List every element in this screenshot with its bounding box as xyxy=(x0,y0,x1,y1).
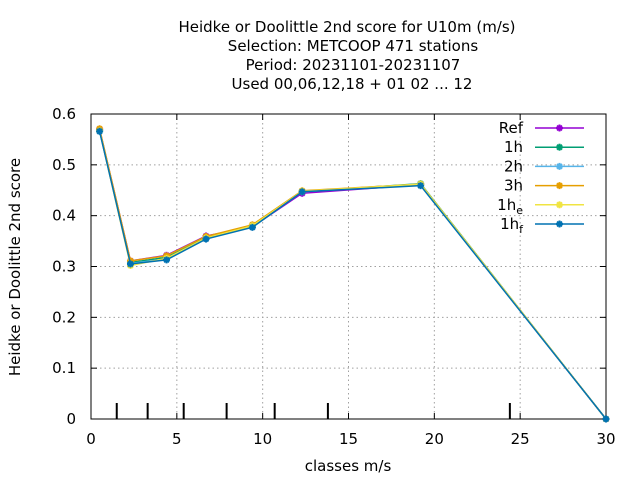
legend-item-3: 2h xyxy=(504,157,584,175)
series-6-line xyxy=(98,131,607,420)
series-6-point xyxy=(298,188,306,196)
legend-label: 2h xyxy=(504,157,523,175)
legend-marker xyxy=(556,124,563,132)
series-6-point xyxy=(126,260,134,268)
x-tick-label: 20 xyxy=(425,430,444,448)
legend-label: 1hf xyxy=(500,215,524,236)
series-6 xyxy=(96,127,610,423)
series-3-line xyxy=(98,131,607,420)
legend-label: 3h xyxy=(504,177,523,195)
legend-marker xyxy=(556,143,563,151)
series-6-point xyxy=(202,235,210,243)
x-tick-label: 0 xyxy=(86,430,96,448)
series-6-point xyxy=(248,223,256,231)
series-6-point xyxy=(96,127,104,135)
legend-marker xyxy=(556,220,563,228)
legend-item-4: 3h xyxy=(504,177,584,195)
legend-marker xyxy=(556,182,563,190)
y-tick-label: 0.1 xyxy=(52,359,76,377)
x-tick-label: 30 xyxy=(596,430,615,448)
series-6-point xyxy=(163,256,171,264)
x-axis-label: classes m/s xyxy=(305,457,392,475)
legend-label: Ref xyxy=(499,119,524,137)
legend-item-6: 1hf xyxy=(500,215,584,236)
x-tick-label: 25 xyxy=(511,430,530,448)
series-lines xyxy=(96,125,610,423)
chart-title-line-1: Heidke or Doolittle 2nd score for U10m (… xyxy=(178,18,515,36)
series-1 xyxy=(96,125,610,423)
y-tick-label: 0.6 xyxy=(52,105,76,123)
series-2 xyxy=(96,126,610,423)
x-tick-label: 5 xyxy=(172,430,182,448)
legend-item-5: 1he xyxy=(497,196,584,217)
legend-label: 1he xyxy=(497,196,523,217)
chart-title-line-2: Selection: METCOOP 471 stations xyxy=(228,37,479,55)
y-tick-label: 0 xyxy=(66,410,76,428)
legend-label: 1h xyxy=(504,138,523,156)
x-axis: 0 5 10 15 20 25 30 xyxy=(86,114,616,448)
series-5 xyxy=(96,127,610,423)
legend-marker xyxy=(556,162,563,170)
series-3 xyxy=(96,127,610,423)
y-axis: 0 0.1 0.2 0.3 0.4 0.5 0.6 xyxy=(52,105,606,428)
y-axis-label: Heidke or Doolittle 2nd score xyxy=(6,158,24,376)
y-tick-label: 0.3 xyxy=(52,258,76,276)
legend-item-2: 1h xyxy=(504,138,584,156)
chart-title-line-3: Period: 20231101-20231107 xyxy=(246,56,461,74)
series-1-line xyxy=(98,129,607,420)
series-4-line xyxy=(98,128,607,420)
y-tick-label: 0.2 xyxy=(52,308,76,326)
grid xyxy=(91,114,606,419)
series-2-line xyxy=(98,130,607,420)
series-5-line xyxy=(98,130,607,420)
y-tick-label: 0.5 xyxy=(52,156,76,174)
legend-marker xyxy=(556,201,563,209)
class-boundary-ticks xyxy=(115,403,511,419)
x-tick-label: 15 xyxy=(339,430,358,448)
series-6-point xyxy=(602,415,610,423)
chart-title: Heidke or Doolittle 2nd score for U10m (… xyxy=(178,18,515,93)
series-6-point xyxy=(417,182,425,190)
legend-item-1: Ref xyxy=(499,119,584,137)
chart-title-line-4: Used 00,06,12,18 + 01 02 ... 12 xyxy=(232,75,473,93)
x-tick-label: 10 xyxy=(253,430,272,448)
y-tick-label: 0.4 xyxy=(52,207,76,225)
series-4 xyxy=(96,125,610,423)
